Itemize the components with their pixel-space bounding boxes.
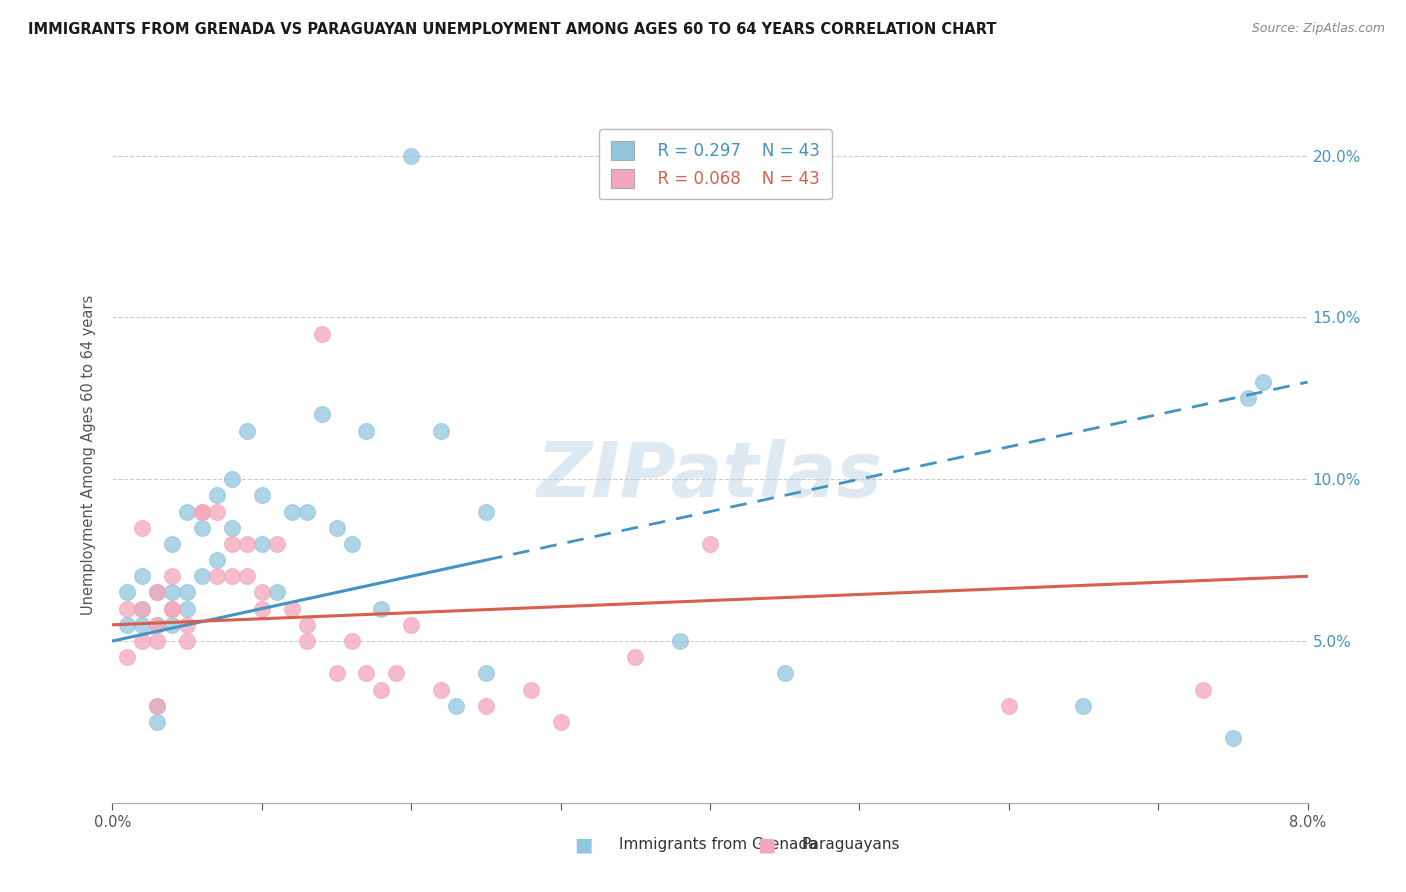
Point xyxy=(699,537,721,551)
Point xyxy=(475,666,498,681)
Point xyxy=(117,617,139,632)
Point xyxy=(311,408,333,422)
Point xyxy=(236,424,259,438)
Point xyxy=(624,650,647,665)
Point xyxy=(401,617,423,632)
Point xyxy=(370,682,392,697)
Point xyxy=(250,488,273,502)
Point xyxy=(117,650,139,665)
Point xyxy=(1237,392,1260,406)
Point xyxy=(311,326,333,341)
Text: Immigrants from Grenada: Immigrants from Grenada xyxy=(619,838,817,852)
Point xyxy=(266,585,288,599)
Point xyxy=(773,666,796,681)
Point xyxy=(162,585,183,599)
Point xyxy=(146,617,169,632)
Point xyxy=(205,569,228,583)
Point xyxy=(131,601,153,615)
Text: IMMIGRANTS FROM GRENADA VS PARAGUAYAN UNEMPLOYMENT AMONG AGES 60 TO 64 YEARS COR: IMMIGRANTS FROM GRENADA VS PARAGUAYAN UN… xyxy=(28,22,997,37)
Point xyxy=(146,698,169,713)
Point xyxy=(146,634,169,648)
Point xyxy=(1251,375,1274,389)
Point xyxy=(295,617,318,632)
Text: Paraguayans: Paraguayans xyxy=(801,838,900,852)
Point xyxy=(475,698,498,713)
Point xyxy=(281,504,304,518)
Point xyxy=(191,504,214,518)
Point xyxy=(131,569,153,583)
Point xyxy=(340,634,363,648)
Point xyxy=(295,634,318,648)
Point xyxy=(131,617,153,632)
Point xyxy=(370,601,392,615)
Point xyxy=(250,537,273,551)
Point xyxy=(146,698,169,713)
Point xyxy=(385,666,408,681)
Point xyxy=(162,617,183,632)
Point xyxy=(340,537,363,551)
Point xyxy=(205,488,228,502)
Point xyxy=(325,521,347,535)
Point xyxy=(176,601,198,615)
Point xyxy=(221,521,243,535)
Point xyxy=(146,585,169,599)
Text: Source: ZipAtlas.com: Source: ZipAtlas.com xyxy=(1251,22,1385,36)
Point xyxy=(669,634,692,648)
Point xyxy=(430,424,453,438)
Point xyxy=(146,617,169,632)
Point xyxy=(117,601,139,615)
Point xyxy=(146,585,169,599)
Point xyxy=(444,698,467,713)
Y-axis label: Unemployment Among Ages 60 to 64 years: Unemployment Among Ages 60 to 64 years xyxy=(80,294,96,615)
Point xyxy=(520,682,543,697)
Text: ZIPatlas: ZIPatlas xyxy=(537,439,883,513)
Point xyxy=(176,634,198,648)
Point xyxy=(266,537,288,551)
Point xyxy=(131,634,153,648)
Point xyxy=(325,666,347,681)
Point xyxy=(295,504,318,518)
Text: ■: ■ xyxy=(574,835,593,855)
Point xyxy=(146,714,169,729)
Point xyxy=(162,601,183,615)
Point xyxy=(550,714,572,729)
Point xyxy=(236,569,259,583)
Point xyxy=(1073,698,1095,713)
Point xyxy=(176,585,198,599)
Point xyxy=(191,504,214,518)
Point xyxy=(221,537,243,551)
Point xyxy=(117,585,139,599)
Point xyxy=(1222,731,1244,745)
Point xyxy=(430,682,453,697)
Point xyxy=(997,698,1019,713)
Text: ■: ■ xyxy=(756,835,776,855)
Point xyxy=(281,601,304,615)
Point xyxy=(131,601,153,615)
Point xyxy=(401,148,423,162)
Point xyxy=(162,537,183,551)
Point xyxy=(176,504,198,518)
Point xyxy=(1192,682,1215,697)
Point xyxy=(176,617,198,632)
Point xyxy=(205,504,228,518)
Point xyxy=(356,424,378,438)
Point xyxy=(162,569,183,583)
Point xyxy=(236,537,259,551)
Point xyxy=(205,553,228,567)
Point xyxy=(356,666,378,681)
Point xyxy=(131,521,153,535)
Legend:   R = 0.297    N = 43,   R = 0.068    N = 43: R = 0.297 N = 43, R = 0.068 N = 43 xyxy=(599,129,832,200)
Point xyxy=(162,601,183,615)
Point xyxy=(191,569,214,583)
Point xyxy=(475,504,498,518)
Point xyxy=(221,569,243,583)
Point xyxy=(221,472,243,486)
Point xyxy=(250,585,273,599)
Point xyxy=(191,521,214,535)
Point xyxy=(250,601,273,615)
